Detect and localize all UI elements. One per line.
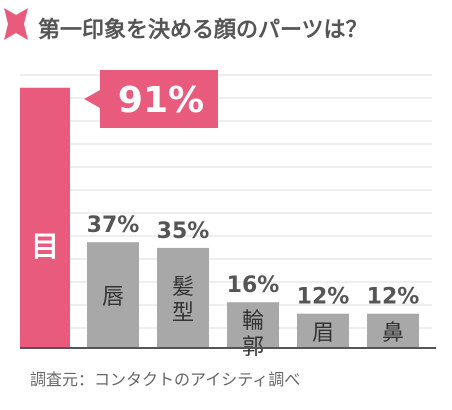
category-label: 眉 bbox=[312, 321, 334, 346]
pink-ribbon-icon bbox=[4, 8, 28, 40]
bar-6 bbox=[367, 313, 419, 348]
bars: 目唇 37% 髪型 35% 輪郭 16% 眉 12% 鼻 12% bbox=[20, 87, 420, 360]
bar-3 bbox=[157, 247, 209, 348]
bar-5 bbox=[297, 313, 349, 348]
highlight-value-label: 91% bbox=[118, 80, 204, 121]
value-label: 35% bbox=[157, 219, 210, 244]
source-note: 調査元：コンタクトのアイシティ調べ bbox=[30, 370, 300, 389]
bar-2 bbox=[87, 242, 139, 348]
chart-title-group: 第一印象を決める顔のパーツは？ bbox=[4, 8, 368, 43]
highlight-callout bbox=[84, 70, 218, 128]
bar-1 bbox=[20, 87, 70, 349]
value-label: 16% bbox=[227, 273, 280, 298]
category-label: 目 bbox=[31, 230, 59, 263]
bar-4 bbox=[227, 302, 279, 348]
chart-title: 第一印象を決める顔のパーツは？ bbox=[38, 17, 368, 43]
value-label: 12% bbox=[367, 285, 420, 310]
value-label: 37% bbox=[87, 213, 140, 238]
category-label: 輪郭 bbox=[242, 309, 264, 360]
category-label: 髪型 bbox=[172, 275, 194, 326]
category-label: 唇 bbox=[102, 285, 124, 310]
category-label: 鼻 bbox=[382, 321, 404, 346]
value-label: 12% bbox=[297, 285, 350, 310]
